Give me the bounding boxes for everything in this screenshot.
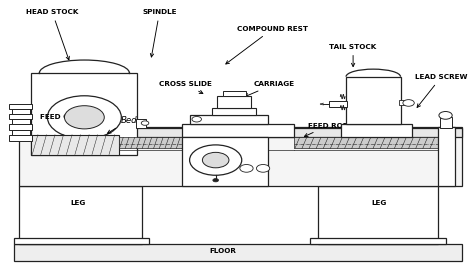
- Bar: [310, 238, 446, 244]
- Bar: [399, 100, 411, 105]
- Text: CROSS SLIDE: CROSS SLIDE: [159, 81, 212, 94]
- Circle shape: [240, 164, 253, 172]
- Bar: [440, 117, 452, 128]
- Bar: [118, 137, 199, 148]
- Bar: [294, 137, 441, 148]
- Bar: [9, 114, 32, 119]
- Bar: [14, 244, 462, 261]
- Bar: [438, 127, 455, 186]
- Bar: [346, 77, 401, 124]
- Circle shape: [64, 106, 104, 129]
- Circle shape: [141, 121, 149, 125]
- Text: FEED ROD: FEED ROD: [304, 123, 349, 137]
- Bar: [12, 119, 30, 124]
- Bar: [329, 101, 347, 107]
- Circle shape: [192, 116, 201, 122]
- Circle shape: [403, 100, 414, 106]
- Text: CARRIAGE: CARRIAGE: [245, 81, 295, 97]
- Bar: [318, 186, 438, 244]
- Bar: [19, 186, 142, 244]
- Circle shape: [190, 145, 242, 175]
- Bar: [212, 108, 256, 115]
- Circle shape: [202, 152, 229, 168]
- Text: LEG: LEG: [71, 200, 86, 206]
- Bar: [190, 115, 268, 124]
- Bar: [217, 96, 251, 108]
- Bar: [14, 238, 149, 244]
- Bar: [9, 104, 32, 109]
- Bar: [12, 130, 30, 135]
- Text: LEG: LEG: [372, 200, 387, 206]
- Bar: [223, 91, 246, 96]
- Text: LEAD SCREW: LEAD SCREW: [415, 74, 467, 107]
- Text: HEAD STOCK: HEAD STOCK: [26, 9, 78, 60]
- Circle shape: [439, 112, 452, 119]
- Bar: [9, 135, 32, 141]
- Circle shape: [47, 96, 121, 139]
- Bar: [182, 124, 294, 137]
- Text: FEED GEARING: FEED GEARING: [40, 114, 100, 121]
- Circle shape: [213, 179, 219, 182]
- Bar: [136, 119, 146, 128]
- Text: Bed: Bed: [108, 116, 137, 133]
- Bar: [31, 135, 118, 155]
- Bar: [182, 137, 268, 186]
- Bar: [19, 127, 462, 186]
- Bar: [19, 128, 462, 137]
- Text: TAIL STOCK: TAIL STOCK: [329, 44, 377, 67]
- Text: FLOOR: FLOOR: [210, 248, 236, 254]
- Text: COMPOUND REST: COMPOUND REST: [226, 26, 308, 64]
- Circle shape: [256, 164, 270, 172]
- Bar: [9, 124, 32, 130]
- Bar: [31, 73, 137, 155]
- Bar: [12, 109, 30, 114]
- Text: SPINDLE: SPINDLE: [142, 9, 177, 57]
- Bar: [341, 124, 412, 137]
